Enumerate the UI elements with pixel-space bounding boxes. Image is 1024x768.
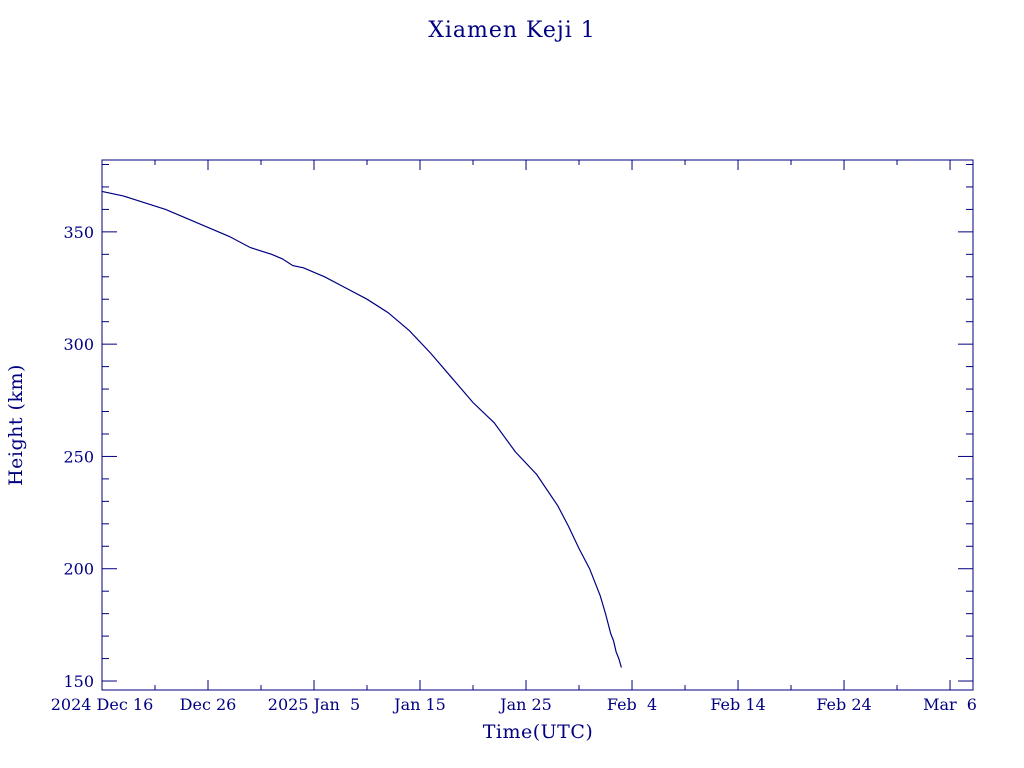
y-axis: 150 200 250 300 350 <box>63 163 973 691</box>
y-tick-label: 250 <box>63 447 94 466</box>
x-tick-label: Jan 15 <box>392 695 446 714</box>
chart-title: Xiamen Keji 1 <box>428 18 596 43</box>
height-series-line <box>101 190 622 668</box>
x-axis-label: Time(UTC) <box>483 721 594 743</box>
x-tick-label: Feb 24 <box>816 695 871 714</box>
x-tick-label: Mar 6 <box>923 695 977 714</box>
y-tick-label: 350 <box>63 223 94 242</box>
x-tick-label: 2024 Dec 16 <box>51 695 154 714</box>
y-tick-label: 200 <box>63 560 94 579</box>
x-tick-label: 2025 Jan 5 <box>268 695 360 714</box>
y-tick-label: 300 <box>63 335 94 354</box>
x-tick-label: Jan 25 <box>498 695 552 714</box>
x-tick-label: Feb 4 <box>607 695 657 714</box>
x-axis: 2024 Dec 16 Dec 26 2025 Jan 5 Jan 15 Jan 25 F… <box>51 160 977 714</box>
plot-frame <box>101 159 974 691</box>
y-axis-label: Height (km) <box>5 364 27 486</box>
y-tick-label: 150 <box>63 672 94 691</box>
x-tick-label: Dec 26 <box>180 695 237 714</box>
x-tick-label: Feb 14 <box>710 695 765 714</box>
